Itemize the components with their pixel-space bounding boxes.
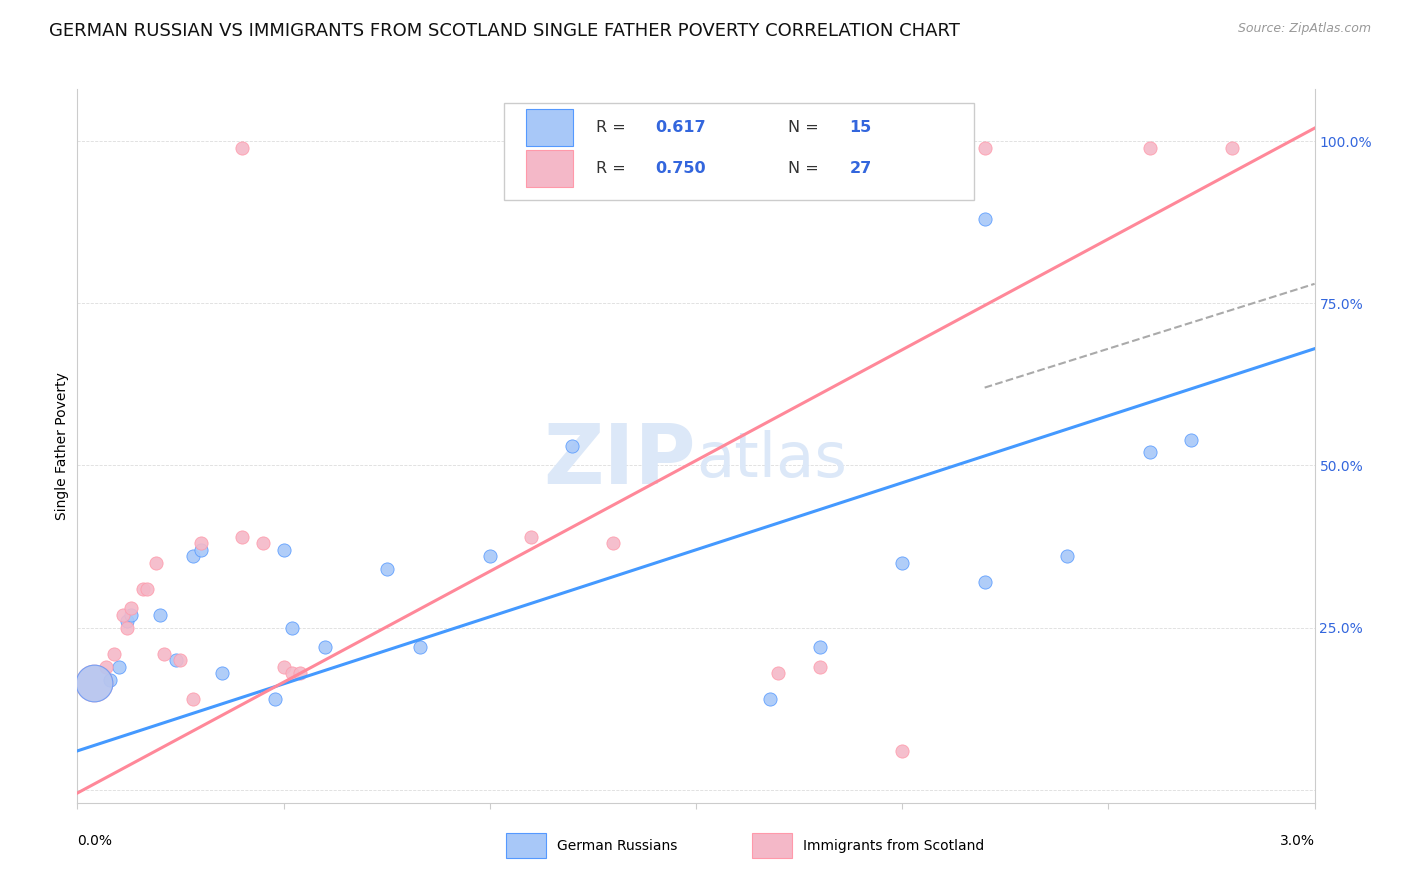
Point bbox=[98, 673, 121, 687]
Point bbox=[973, 575, 995, 590]
Point bbox=[768, 666, 790, 681]
Point bbox=[891, 744, 914, 758]
Text: N =: N = bbox=[787, 161, 824, 176]
Bar bbox=[526, 150, 574, 187]
Point bbox=[153, 647, 176, 661]
Text: ZIP: ZIP bbox=[544, 420, 696, 500]
Point bbox=[111, 607, 134, 622]
Point bbox=[973, 140, 995, 154]
Point bbox=[1139, 140, 1161, 154]
Point bbox=[136, 582, 159, 596]
Point bbox=[115, 621, 138, 635]
Point bbox=[107, 659, 129, 673]
Point bbox=[808, 640, 831, 654]
Point bbox=[973, 211, 995, 226]
Point bbox=[149, 607, 172, 622]
Point bbox=[808, 659, 831, 673]
Point bbox=[83, 675, 105, 690]
Point bbox=[891, 556, 914, 570]
Text: R =: R = bbox=[596, 120, 631, 136]
Text: Source: ZipAtlas.com: Source: ZipAtlas.com bbox=[1237, 22, 1371, 36]
Point bbox=[1139, 445, 1161, 459]
Point bbox=[273, 542, 295, 557]
Text: atlas: atlas bbox=[696, 430, 846, 491]
Point bbox=[190, 542, 212, 557]
Text: 15: 15 bbox=[849, 120, 872, 136]
Point bbox=[520, 530, 543, 544]
Point bbox=[211, 666, 233, 681]
Point bbox=[759, 692, 782, 706]
FancyBboxPatch shape bbox=[505, 103, 974, 200]
Point bbox=[190, 536, 212, 550]
Point bbox=[231, 530, 253, 544]
Point bbox=[1180, 433, 1202, 447]
Point bbox=[103, 647, 125, 661]
Point bbox=[478, 549, 501, 564]
Bar bbox=[526, 109, 574, 146]
Text: 27: 27 bbox=[849, 161, 872, 176]
Point bbox=[314, 640, 336, 654]
Text: German Russians: German Russians bbox=[557, 838, 678, 853]
Text: Immigrants from Scotland: Immigrants from Scotland bbox=[803, 838, 984, 853]
Point bbox=[281, 621, 304, 635]
Point bbox=[375, 562, 398, 576]
Point bbox=[145, 556, 167, 570]
Point bbox=[115, 614, 138, 628]
Point bbox=[181, 692, 204, 706]
Point bbox=[181, 549, 204, 564]
Point bbox=[83, 675, 105, 690]
Text: GERMAN RUSSIAN VS IMMIGRANTS FROM SCOTLAND SINGLE FATHER POVERTY CORRELATION CHA: GERMAN RUSSIAN VS IMMIGRANTS FROM SCOTLA… bbox=[49, 22, 960, 40]
Text: 3.0%: 3.0% bbox=[1279, 834, 1315, 848]
Text: R =: R = bbox=[596, 161, 631, 176]
Point bbox=[165, 653, 187, 667]
Text: 0.0%: 0.0% bbox=[77, 834, 112, 848]
Text: 0.617: 0.617 bbox=[655, 120, 706, 136]
Point bbox=[120, 601, 142, 615]
Point bbox=[281, 666, 304, 681]
Point bbox=[252, 536, 274, 550]
Point bbox=[1220, 140, 1243, 154]
Point bbox=[1056, 549, 1078, 564]
Point bbox=[561, 439, 583, 453]
Y-axis label: Single Father Poverty: Single Father Poverty bbox=[55, 372, 69, 520]
Point bbox=[169, 653, 191, 667]
Point bbox=[132, 582, 155, 596]
Point bbox=[273, 659, 295, 673]
Point bbox=[96, 659, 118, 673]
Point bbox=[231, 140, 253, 154]
Point bbox=[602, 536, 624, 550]
Point bbox=[288, 666, 311, 681]
Point bbox=[264, 692, 287, 706]
Point bbox=[408, 640, 430, 654]
Text: 0.750: 0.750 bbox=[655, 161, 706, 176]
Point bbox=[120, 607, 142, 622]
Text: N =: N = bbox=[787, 120, 824, 136]
